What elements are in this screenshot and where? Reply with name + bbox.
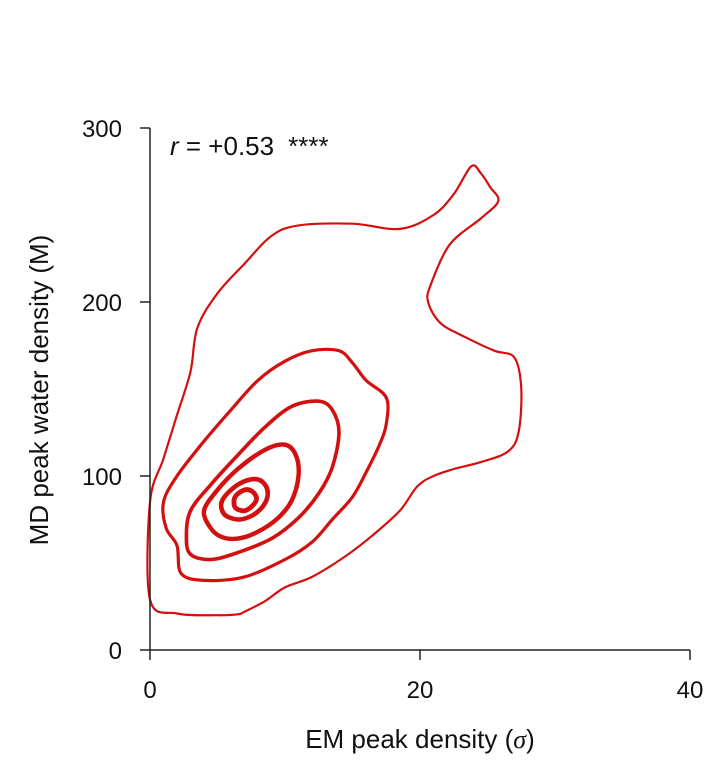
x-axis-title: EM peak density (σ) bbox=[305, 724, 535, 754]
y-tick-label: 300 bbox=[82, 116, 122, 143]
contour-level-1 bbox=[146, 164, 523, 617]
x-axis-title-text: EM peak density ( bbox=[305, 724, 513, 754]
y-axis: 0 100 200 300 bbox=[82, 116, 151, 665]
r-value: = +0.53 bbox=[179, 131, 274, 161]
y-axis-title: MD peak water density (M) bbox=[24, 235, 54, 546]
y-tick-label: 200 bbox=[82, 290, 122, 317]
y-tick-label: 0 bbox=[109, 638, 122, 665]
y-tick-label: 100 bbox=[82, 464, 122, 491]
significance-stars: **** bbox=[288, 131, 328, 161]
contour-level-6 bbox=[231, 487, 259, 514]
contour-level-5 bbox=[218, 476, 271, 522]
correlation-annotation: r = +0.53 **** bbox=[170, 131, 329, 161]
contour-level-3 bbox=[184, 399, 341, 562]
x-axis-title-symbol: σ bbox=[513, 725, 527, 754]
x-tick-label: 40 bbox=[677, 677, 704, 704]
x-axis-title-close: ) bbox=[526, 724, 535, 754]
x-tick-label: 20 bbox=[407, 677, 434, 704]
x-tick-label: 0 bbox=[143, 677, 156, 704]
contour-level-2 bbox=[161, 347, 390, 583]
x-axis: 0 20 40 bbox=[143, 649, 704, 704]
r-symbol: r bbox=[170, 131, 180, 161]
contour-level-4 bbox=[201, 442, 301, 542]
contour-group bbox=[146, 164, 523, 617]
